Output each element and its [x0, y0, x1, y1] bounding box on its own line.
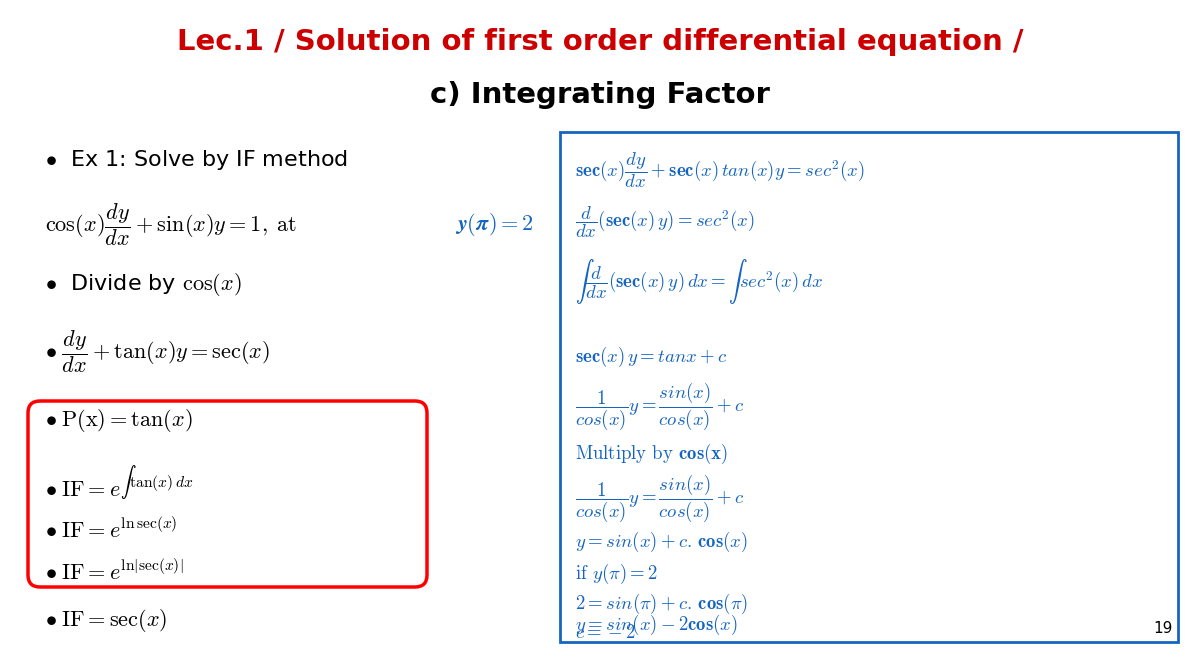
Text: $\bullet\;\mathrm{IF} = e^{\ln\sec(x)}$: $\bullet\;\mathrm{IF} = e^{\ln\sec(x)}$: [46, 518, 178, 542]
Text: $\dfrac{d}{dx}(\mathbf{sec}(x)\,y) = \mathit{sec}^{\mathbf{2}}(x)$: $\dfrac{d}{dx}(\mathbf{sec}(x)\,y) = \ma…: [575, 204, 755, 240]
FancyBboxPatch shape: [28, 401, 427, 587]
Text: $\cos(x)\dfrac{dy}{dx} + \sin(x)y = 1,\;\text{at }$: $\cos(x)\dfrac{dy}{dx} + \sin(x)y = 1,\;…: [46, 202, 299, 248]
Text: $y = \mathit{sin}(x) + c.\,\mathbf{cos}(x)$: $y = \mathit{sin}(x) + c.\,\mathbf{cos}(…: [575, 530, 748, 554]
Text: $\boldsymbol{y(\pi) = 2}$: $\boldsymbol{y(\pi) = 2}$: [455, 212, 534, 238]
Text: $\dfrac{\mathbf{1}}{\mathit{cos}(x)}y = \dfrac{\mathit{sin}(x)}{\mathit{cos}(x)}: $\dfrac{\mathbf{1}}{\mathit{cos}(x)}y = …: [575, 381, 744, 433]
Text: $c = -2$: $c = -2$: [575, 623, 636, 641]
Text: $\bullet\;\mathrm{IF} = e^{\ln|\sec(x)|}$: $\bullet\;\mathrm{IF} = e^{\ln|\sec(x)|}…: [46, 560, 184, 584]
Text: $\text{Multiply by }\mathbf{cos(x)}$: $\text{Multiply by }\mathbf{cos(x)}$: [575, 442, 728, 466]
Text: $\bullet\;\dfrac{dy}{dx} + \tan(x)y = \sec(x)$: $\bullet\;\dfrac{dy}{dx} + \tan(x)y = \s…: [46, 329, 270, 375]
Text: $2 = \mathit{sin}(\pi) + c.\,\mathbf{cos}(\pi)$: $2 = \mathit{sin}(\pi) + c.\,\mathbf{cos…: [575, 592, 748, 616]
Text: $\bullet\;\mathrm{IF} = \sec(x)$: $\bullet\;\mathrm{IF} = \sec(x)$: [46, 606, 167, 633]
Text: $\int\dfrac{d}{dx}(\mathbf{sec}(x)\,y)\,dx = \int \mathit{sec}^{\mathbf{2}}(x)\,: $\int\dfrac{d}{dx}(\mathbf{sec}(x)\,y)\,…: [575, 258, 823, 307]
Text: Lec.1 / Solution of first order differential equation /: Lec.1 / Solution of first order differen…: [176, 28, 1024, 56]
Text: $\dfrac{\mathbf{1}}{\mathit{cos}(x)}y = \dfrac{\mathit{sin}(x)}{\mathit{cos}(x)}: $\dfrac{\mathbf{1}}{\mathit{cos}(x)}y = …: [575, 473, 744, 525]
Text: $\bullet$  Divide by $\cos(x)$: $\bullet$ Divide by $\cos(x)$: [46, 272, 241, 299]
Text: $\mathbf{sec}(x)\dfrac{dy}{dx} + \mathbf{sec}(x)\,\mathit{tan}(x)y = \mathit{sec: $\mathbf{sec}(x)\dfrac{dy}{dx} + \mathbf…: [575, 150, 864, 190]
Text: $\bullet$  Ex 1: Solve by IF method: $\bullet$ Ex 1: Solve by IF method: [46, 148, 348, 172]
Text: $\bullet\;\mathrm{P(x)} = \tan(x)$: $\bullet\;\mathrm{P(x)} = \tan(x)$: [46, 406, 192, 434]
Text: $y = \mathit{sin}(x) - 2\mathbf{cos}(x)$: $y = \mathit{sin}(x) - 2\mathbf{cos}(x)$: [575, 613, 738, 637]
Text: c) Integrating Factor: c) Integrating Factor: [430, 81, 770, 109]
Text: 19: 19: [1153, 621, 1172, 636]
Text: $\mathbf{sec}(x)\,y = \mathit{tan}x + c$: $\mathbf{sec}(x)\,y = \mathit{tan}x + c$: [575, 345, 727, 369]
Text: $\text{if }y(\pi) = 2$: $\text{if }y(\pi) = 2$: [575, 562, 658, 586]
FancyBboxPatch shape: [560, 132, 1178, 642]
Text: $\bullet\;\mathrm{IF} = e^{\int \tan(x)\,dx}$: $\bullet\;\mathrm{IF} = e^{\int \tan(x)\…: [46, 463, 193, 501]
